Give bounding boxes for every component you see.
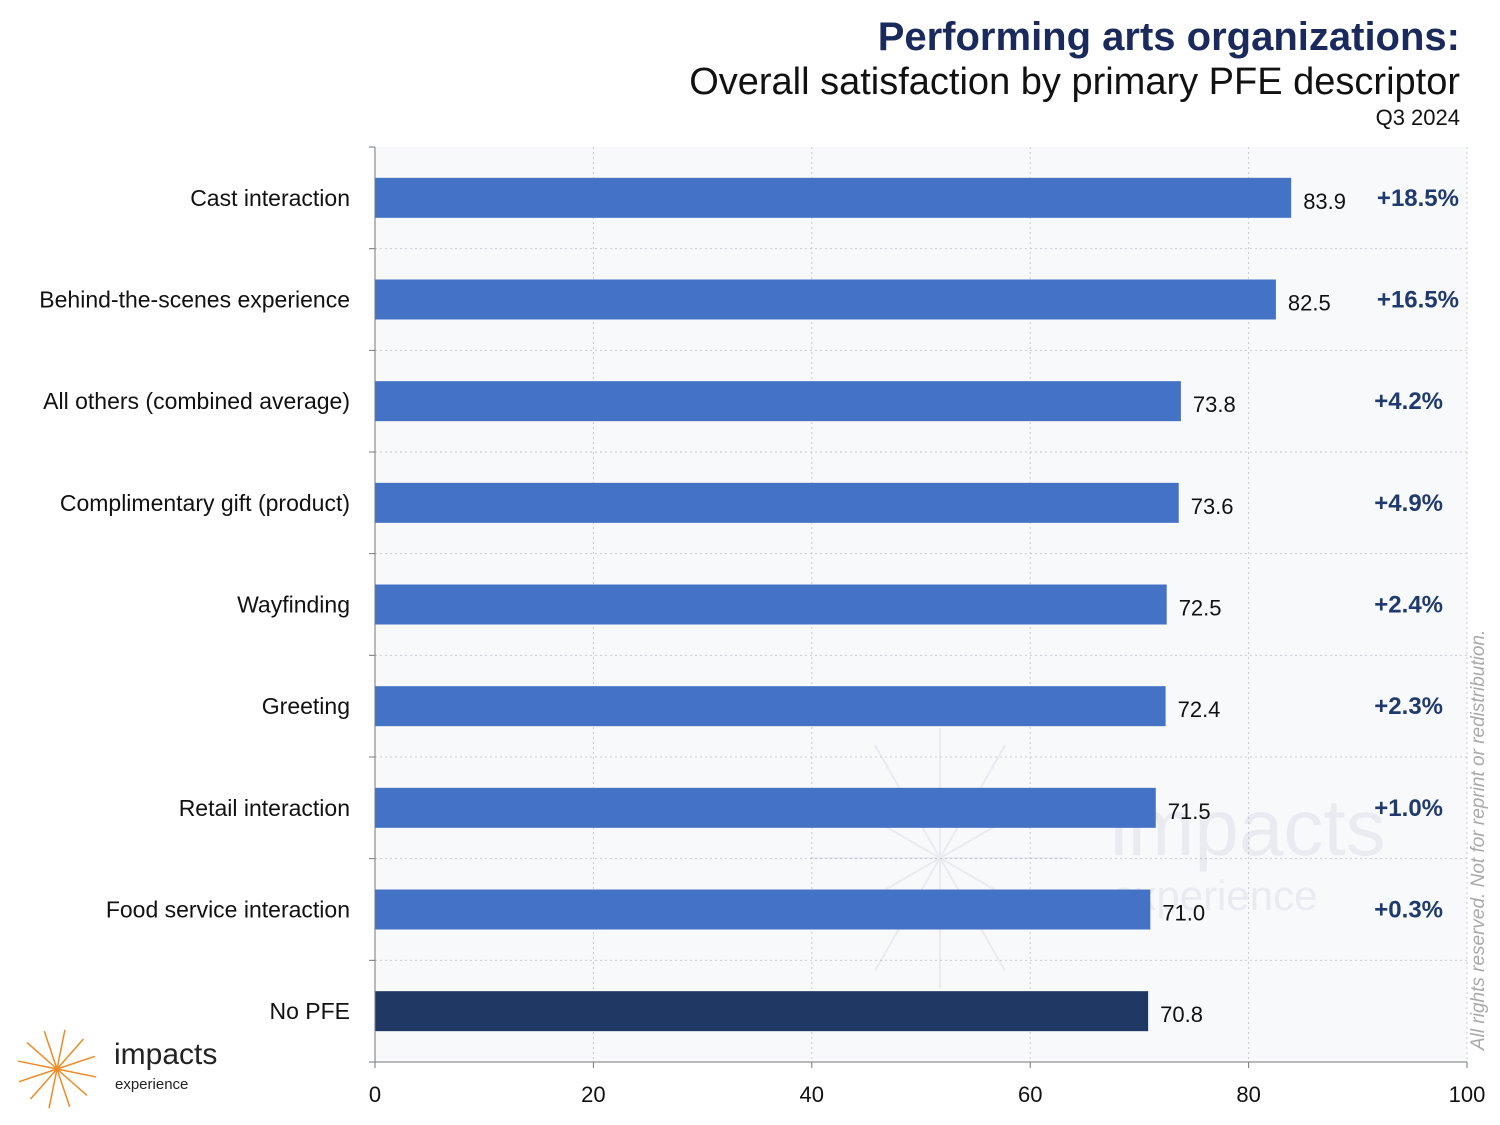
title-block: Performing arts organizations: Overall s… bbox=[689, 14, 1460, 132]
chart-title: Performing arts organizations: bbox=[877, 15, 1460, 59]
logo-ray bbox=[26, 1041, 58, 1070]
logo-ray bbox=[56, 1038, 85, 1070]
x-tick-label: 60 bbox=[1018, 1082, 1042, 1107]
value-label: 71.0 bbox=[1162, 901, 1205, 926]
logo-ray bbox=[56, 1055, 96, 1070]
bar bbox=[375, 482, 1179, 523]
chart-subtitle: Overall satisfaction by primary PFE desc… bbox=[689, 61, 1460, 103]
logo-ray bbox=[56, 1029, 66, 1070]
category-label: Food service interaction bbox=[106, 897, 350, 923]
change-label: +2.3% bbox=[1374, 693, 1443, 720]
x-tick-label: 0 bbox=[369, 1082, 381, 1107]
category-label: All others (combined average) bbox=[43, 388, 350, 414]
value-label: 70.8 bbox=[1160, 1002, 1203, 1027]
logo-ray bbox=[43, 1030, 58, 1070]
value-label: 72.5 bbox=[1179, 596, 1222, 621]
category-label: Wayfinding bbox=[237, 592, 350, 618]
chart-period: Q3 2024 bbox=[1375, 105, 1460, 130]
logo-ray bbox=[56, 1068, 71, 1108]
x-tick-label: 100 bbox=[1449, 1082, 1486, 1107]
bar bbox=[375, 279, 1276, 320]
logo-center bbox=[54, 1066, 60, 1072]
change-label: +16.5% bbox=[1377, 287, 1459, 314]
logo-ray bbox=[29, 1068, 58, 1100]
value-label: 72.4 bbox=[1178, 697, 1221, 722]
logo-ray bbox=[56, 1068, 88, 1097]
bar bbox=[375, 381, 1181, 422]
category-label: No PFE bbox=[269, 998, 350, 1024]
change-label: +4.2% bbox=[1374, 388, 1443, 415]
logo-ray bbox=[56, 1068, 97, 1078]
bar bbox=[375, 686, 1166, 727]
change-label: +0.3% bbox=[1374, 897, 1443, 924]
x-tick-label: 20 bbox=[581, 1082, 605, 1107]
watermark-wordmark: impacts bbox=[1110, 783, 1386, 872]
bar bbox=[375, 991, 1149, 1032]
change-label: +4.9% bbox=[1374, 490, 1443, 517]
starburst-icon bbox=[17, 1029, 97, 1109]
change-label: +1.0% bbox=[1374, 795, 1443, 822]
x-tick-label: 80 bbox=[1236, 1082, 1260, 1107]
logo-ray bbox=[48, 1068, 58, 1109]
value-label: 83.9 bbox=[1303, 189, 1346, 214]
category-label: Greeting bbox=[262, 693, 350, 719]
logo-subtext: experience bbox=[115, 1076, 189, 1093]
value-label: 73.8 bbox=[1193, 392, 1236, 417]
category-label: Cast interaction bbox=[190, 185, 350, 211]
x-tick-label: 40 bbox=[800, 1082, 824, 1107]
bar bbox=[375, 177, 1292, 218]
rights-watermark: All rights reserved. Not for reprint or … bbox=[1468, 629, 1489, 1050]
bar bbox=[375, 889, 1151, 930]
bar bbox=[375, 584, 1167, 625]
category-label: Complimentary gift (product) bbox=[60, 490, 350, 516]
logo-wordmark: impacts bbox=[114, 1038, 218, 1071]
value-label: 73.6 bbox=[1191, 494, 1234, 519]
category-label: Behind-the-scenes experience bbox=[39, 287, 350, 313]
change-label: +2.4% bbox=[1374, 592, 1443, 619]
impacts-logo: impacts experience bbox=[14, 1024, 254, 1114]
value-label: 71.5 bbox=[1168, 799, 1211, 824]
logo-ray bbox=[18, 1068, 58, 1083]
category-label: Retail interaction bbox=[179, 795, 350, 821]
bar bbox=[375, 787, 1156, 828]
logo-ray bbox=[17, 1060, 58, 1070]
value-label: 82.5 bbox=[1288, 291, 1331, 316]
change-label: +18.5% bbox=[1377, 185, 1459, 212]
